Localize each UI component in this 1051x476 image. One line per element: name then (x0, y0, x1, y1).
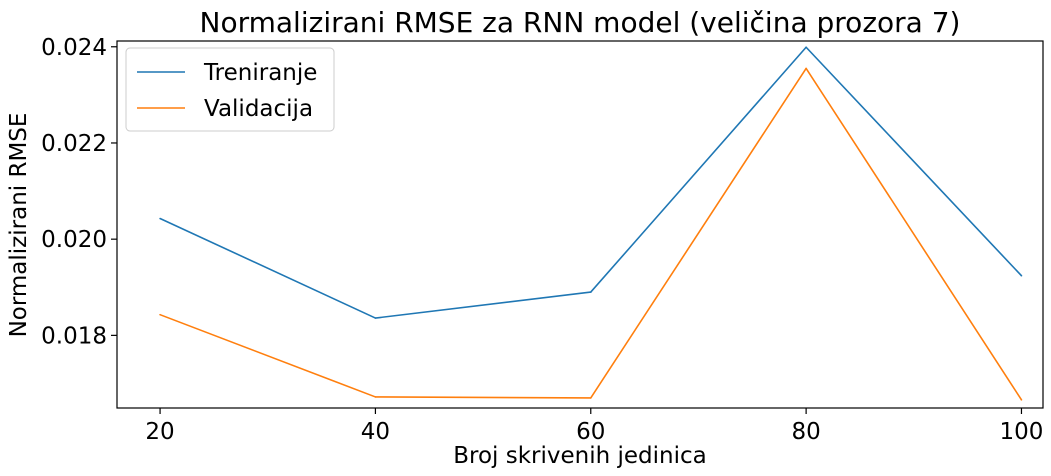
data-point-validacija-60 (589, 397, 592, 399)
data-point-validacija-40 (374, 396, 377, 398)
x-tick-label-60: 60 (576, 419, 605, 445)
y-tick-label-0.024: 0.024 (41, 35, 107, 61)
plot-area (116, 40, 1044, 409)
data-point-validacija-20 (159, 313, 161, 316)
legend: Treniranje Validacija (125, 47, 335, 132)
y-axis: 0.018 0.020 0.022 0.024 (41, 35, 117, 349)
data-point-treniranje-40 (374, 317, 377, 319)
y-axis-label: Normalizirani RMSE (6, 113, 32, 338)
legend-label-validacija: Validacija (204, 96, 313, 122)
legend-label-treniranje: Treniranje (203, 60, 317, 86)
y-tick-label-0.022: 0.022 (41, 131, 107, 157)
data-point-treniranje-100 (1020, 274, 1023, 277)
x-tick-label-20: 20 (145, 419, 174, 445)
x-axis-label: Broj skrivenih jedinica (453, 443, 707, 469)
data-point-treniranje-80 (805, 46, 807, 49)
y-tick-label-0.020: 0.020 (41, 227, 107, 253)
data-point-treniranje-20 (159, 217, 161, 220)
data-point-validacija-100 (1020, 399, 1023, 401)
x-axis: 20 40 60 80 100 (145, 408, 1043, 445)
x-tick-label-100: 100 (1000, 419, 1044, 445)
series-layer (159, 46, 1023, 401)
data-point-treniranje-60 (589, 291, 592, 293)
plot-frame (116, 40, 1044, 409)
legend-box (125, 47, 335, 132)
chart-title: Normalizirani RMSE za RNN model (veličin… (200, 6, 961, 39)
y-tick-label-0.018: 0.018 (41, 323, 107, 349)
x-tick-label-80: 80 (791, 419, 820, 445)
data-point-validacija-80 (805, 67, 807, 70)
x-tick-label-40: 40 (361, 419, 390, 445)
